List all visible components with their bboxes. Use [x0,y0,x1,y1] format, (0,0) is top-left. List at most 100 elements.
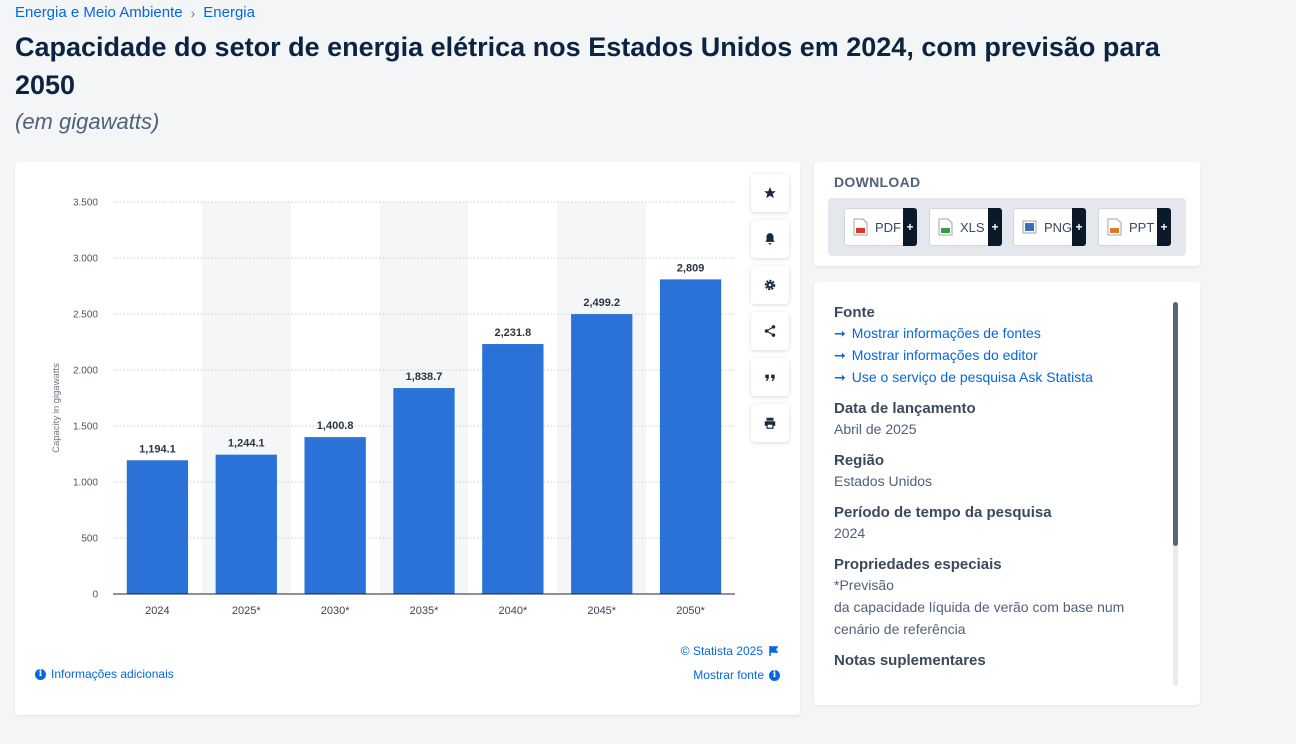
download-ppt-button[interactable]: PPT + [1098,208,1171,246]
scrollbar-thumb[interactable] [1173,302,1178,546]
x-tick-label: 2024 [145,605,169,617]
info-icon: i [769,669,780,681]
download-buttons: PDF + XLS + PNG + PPT + [828,198,1186,256]
plus-icon: + [903,208,917,246]
xls-label: XLS [960,219,985,235]
period-value: 2024 [834,525,866,541]
y-tick-label: 3.500 [73,198,98,209]
png-file-icon [1022,218,1037,236]
data-label: 1,838.7 [406,371,443,383]
notify-button[interactable] [751,220,789,258]
favorite-button[interactable] [751,174,789,212]
y-axis-label: Capacity in gigawatts [51,363,62,453]
period-heading: Período de tempo da pesquisa [834,504,1052,521]
bar [215,454,277,594]
data-label: 1,244.1 [228,438,265,450]
pdf-label: PDF [875,219,901,235]
plus-icon: + [1157,208,1171,246]
bar [393,388,455,594]
region-value: Estados Unidos [834,473,933,489]
download-title: DOWNLOAD [834,174,921,190]
download-pdf-button[interactable]: PDF + [844,208,917,246]
x-tick-label: 2050* [676,605,705,617]
page-subtitle: (em gigawatts) [15,109,160,134]
breadcrumb: Energia e Meio Ambiente › Energia [15,4,255,21]
download-png-button[interactable]: PNG + [1013,208,1086,246]
y-tick-label: 1.500 [73,422,98,433]
arrow-right-icon: ➞ [834,369,846,385]
bar-chart: 0 500 1.000 1.500 2.000 2.500 3.000 3.500 Capaci… [51,198,735,617]
ppt-label: PPT [1129,219,1155,235]
release-value: Abril de 2025 [834,421,917,437]
xls-file-icon [938,218,953,236]
share-icon [764,325,776,337]
show-source-link[interactable]: Mostrar fonte i [693,668,780,682]
quote-icon [765,374,775,382]
bar [571,314,633,594]
data-label: 1,194.1 [139,443,176,455]
arrow-right-icon: ➞ [834,347,846,363]
y-tick-label: 2.000 [73,366,98,377]
bar [482,344,544,594]
cite-button[interactable] [751,358,789,396]
x-tick-label: 2025* [232,605,261,617]
breadcrumb-separator: › [190,4,196,21]
download-card: DOWNLOAD PDF + XLS + PNG + PPT + [814,162,1200,266]
plus-icon: + [988,208,1002,246]
arrow-right-icon: ➞ [834,325,846,341]
info-panel[interactable]: Fonte ➞ Mostrar informações de fontes ➞ Mo… [814,282,1200,705]
x-tick-label: 2045* [587,605,616,617]
show-source-label: Mostrar fonte [693,668,764,682]
png-label: PNG [1044,219,1073,235]
page-title: Capacidade do setor de energia elétrica … [15,32,1160,100]
plus-icon: + [1072,208,1086,246]
chart-card: 0 500 1.000 1.500 2.000 2.500 3.000 3.500 Capaci… [15,162,800,715]
ask-statista-link[interactable]: ➞ Use o serviço de pesquisa Ask Statista [834,366,1154,388]
special-value-forecast: *Previsão [834,577,894,593]
y-tick-label: 2.500 [73,310,98,321]
notes-heading: Notas suplementares [834,652,986,669]
info-icon: i [35,668,46,680]
data-label: 2,809 [677,262,705,274]
breadcrumb-item-energy[interactable]: Energia [203,4,255,21]
bar [304,437,366,594]
y-tick-label: 0 [92,590,98,601]
special-heading: Propriedades especiais [834,556,1002,573]
additional-info-label: Informações adicionais [51,667,174,681]
editor-info-label: Mostrar informações do editor [851,347,1038,363]
print-button[interactable] [751,404,789,442]
ask-statista-label: Use o serviço de pesquisa Ask Statista [851,369,1093,385]
additional-info-link[interactable]: i Informações adicionais [35,667,174,681]
data-label: 2,499.2 [583,297,620,309]
y-tick-label: 3.000 [73,254,98,265]
download-xls-button[interactable]: XLS + [929,208,1002,246]
y-tick-label: 500 [81,534,98,545]
x-tick-label: 2035* [410,605,439,617]
print-icon [764,417,776,429]
editor-info-link[interactable]: ➞ Mostrar informações do editor [834,344,1154,366]
source-info-label: Mostrar informações de fontes [851,325,1041,341]
copyright-text: © Statista 2025 [680,644,763,658]
gear-icon [764,279,776,291]
settings-button[interactable] [751,266,789,304]
chart-toolbar [751,174,789,442]
flag-icon [769,646,778,656]
data-label: 2,231.8 [495,327,532,339]
star-icon [764,187,776,199]
source-info-link[interactable]: ➞ Mostrar informações de fontes [834,322,1154,344]
share-button[interactable] [751,312,789,350]
bell-icon [765,233,775,245]
region-heading: Região [834,452,885,469]
y-tick-label: 1.000 [73,478,98,489]
x-tick-label: 2040* [498,605,527,617]
bar [126,460,189,594]
ppt-file-icon [1107,218,1122,236]
statista-copyright[interactable]: © Statista 2025 [681,644,778,658]
pdf-file-icon [853,218,868,236]
breadcrumb-item-energy-environment[interactable]: Energia e Meio Ambiente [15,4,183,21]
release-heading: Data de lançamento [834,400,976,417]
x-tick-label: 2030* [321,605,350,617]
bar [659,279,722,594]
special-value-note: da capacidade líquida de verão com base … [834,599,1125,637]
data-label: 1,400.8 [317,420,354,432]
